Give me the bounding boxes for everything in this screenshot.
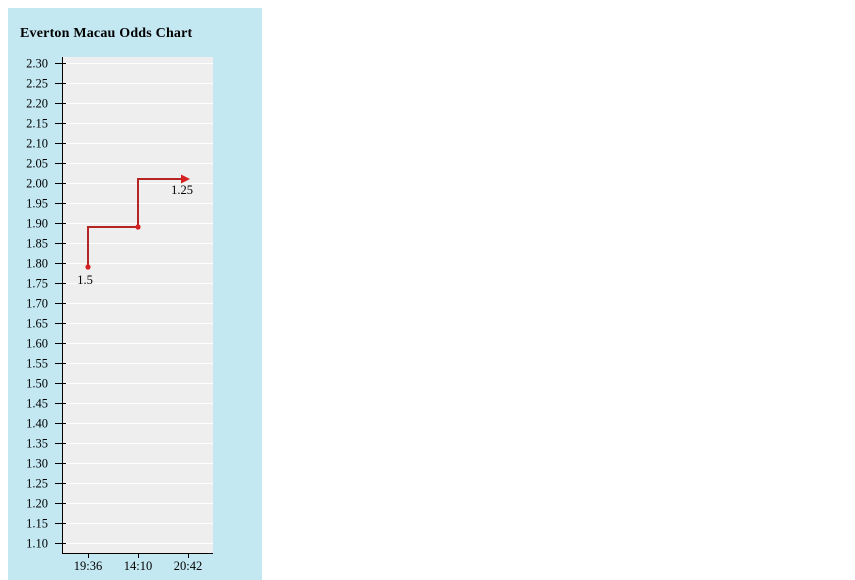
y-tick-label: 1.65 <box>26 317 48 331</box>
y-tick-label: 1.30 <box>26 457 48 471</box>
y-tick-label: 1.10 <box>26 537 48 551</box>
y-tick-label: 1.60 <box>26 337 48 351</box>
y-tick-label: 2.20 <box>26 97 48 111</box>
odds-end-arrow <box>181 174 190 184</box>
odds-annotation: 1.5 <box>77 273 93 287</box>
y-tick-label: 1.15 <box>26 517 48 531</box>
y-tick-label: 1.90 <box>26 217 48 231</box>
y-tick-label: 2.00 <box>26 177 48 191</box>
x-tick-label: 20:42 <box>174 559 202 573</box>
odds-annotation: 1.25 <box>171 183 193 197</box>
y-tick-label: 1.85 <box>26 237 48 251</box>
odds-marker <box>85 264 91 270</box>
odds-marker <box>135 224 141 230</box>
chart-title: Everton Macau Odds Chart <box>20 26 193 41</box>
y-tick-label: 1.20 <box>26 497 48 511</box>
y-tick-label: 1.45 <box>26 397 48 411</box>
y-tick-label: 1.25 <box>26 477 48 491</box>
y-tick-label: 1.95 <box>26 197 48 211</box>
y-tick-label: 2.10 <box>26 137 48 151</box>
x-tick-label: 19:36 <box>74 559 102 573</box>
x-tick-label: 14:10 <box>124 559 152 573</box>
y-tick-label: 1.55 <box>26 357 48 371</box>
y-tick-label: 2.25 <box>26 77 48 91</box>
y-tick-label: 1.70 <box>26 297 48 311</box>
y-tick-label: 1.80 <box>26 257 48 271</box>
y-tick-label: 1.40 <box>26 417 48 431</box>
y-tick-label: 2.15 <box>26 117 48 131</box>
y-tick-label: 2.30 <box>26 57 48 71</box>
y-tick-label: 1.75 <box>26 277 48 291</box>
y-tick-label: 1.50 <box>26 377 48 391</box>
y-tick-label: 2.05 <box>26 157 48 171</box>
y-tick-label: 1.35 <box>26 437 48 451</box>
odds-chart-panel: Everton Macau Odds Chart 2.30 2.25 2.20 2.1… <box>8 8 262 580</box>
odds-chart: 2.30 2.25 2.20 2.15 2.10 2.05 2.00 1.95 1.90 1.85… <box>26 57 213 573</box>
plot-area <box>62 57 213 553</box>
